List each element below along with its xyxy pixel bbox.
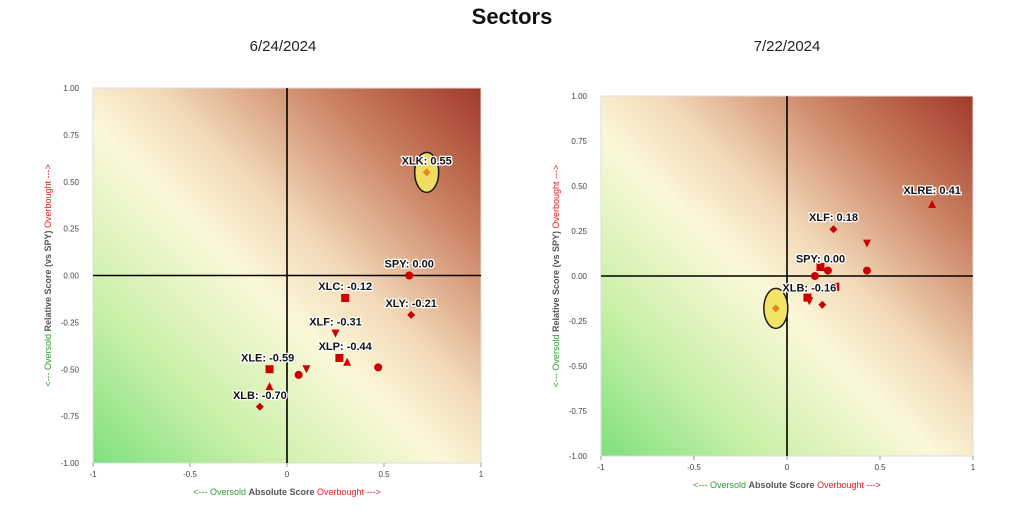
y-tick-label: 0.00 bbox=[571, 272, 587, 281]
data-point bbox=[862, 239, 871, 248]
data-point bbox=[407, 310, 416, 319]
y-tick-label: -0.50 bbox=[61, 365, 80, 374]
data-point bbox=[422, 168, 431, 177]
x-axis-label: <--- Oversold Absolute Score Overbought … bbox=[693, 480, 881, 490]
y-tick-label: 0.50 bbox=[571, 182, 587, 191]
x-tick-label: 1 bbox=[479, 470, 484, 479]
data-point bbox=[265, 365, 274, 374]
x-tick-label: 0.5 bbox=[874, 463, 886, 472]
y-tick-label: -1.00 bbox=[569, 452, 588, 461]
y-axis-center-label: Relative Score (vs SPY) bbox=[551, 228, 561, 332]
data-point bbox=[928, 200, 937, 208]
data-point bbox=[829, 225, 838, 234]
x-tick-label: 0 bbox=[785, 463, 790, 472]
data-label: XLY: -0.21 bbox=[385, 298, 436, 310]
data-point bbox=[265, 382, 274, 391]
page-title: Sectors bbox=[471, 4, 553, 29]
y-tick-label: -0.75 bbox=[569, 407, 588, 416]
data-point bbox=[862, 266, 871, 275]
y-axis-oversold-label: <--- Oversold bbox=[551, 332, 561, 387]
y-tick-label: 0.50 bbox=[63, 178, 79, 187]
data-point bbox=[816, 263, 825, 271]
x-axis-oversold-label: <--- Oversold bbox=[193, 487, 248, 497]
x-tick-label: 1 bbox=[971, 463, 976, 472]
y-tick-label: 0.25 bbox=[571, 227, 587, 236]
y-tick-label: -0.75 bbox=[61, 412, 80, 421]
data-point bbox=[335, 354, 344, 362]
y-tick-label: 0.00 bbox=[63, 272, 79, 281]
data-point bbox=[374, 363, 383, 372]
data-label: XLB: -0.70 bbox=[233, 390, 287, 402]
data-label: SPY: 0.00 bbox=[385, 259, 434, 271]
chart-subtitle-left: 6/24/2024 bbox=[249, 38, 317, 55]
x-tick-label: -0.5 bbox=[183, 470, 197, 479]
data-point bbox=[341, 294, 350, 302]
data-label: XLB: -0.16 bbox=[782, 282, 836, 294]
data-point bbox=[343, 357, 352, 366]
x-tick-label: 0 bbox=[285, 470, 290, 479]
y-tick-label: 0.75 bbox=[571, 137, 587, 146]
data-point bbox=[818, 300, 827, 309]
y-tick-label: 0.75 bbox=[63, 131, 79, 140]
data-point bbox=[831, 282, 840, 291]
y-tick-label: 0.25 bbox=[63, 225, 79, 234]
x-tick-label: 0.5 bbox=[378, 470, 390, 479]
data-label: XLRE: 0.41 bbox=[903, 185, 960, 197]
data-label: XLK: 0.55 bbox=[402, 155, 452, 167]
data-label: XLC: -0.12 bbox=[318, 281, 372, 293]
data-point bbox=[810, 272, 819, 280]
x-tick-label: -1 bbox=[89, 470, 97, 479]
data-point bbox=[331, 329, 340, 338]
y-axis-center-label: Relative Score (vs SPY) bbox=[43, 228, 53, 332]
y-tick-label: 1.00 bbox=[63, 84, 79, 93]
chart-subtitle-right: 7/22/2024 bbox=[753, 38, 821, 55]
x-axis-label: <--- Oversold Absolute Score Overbought … bbox=[193, 487, 381, 497]
data-point bbox=[823, 266, 832, 275]
x-axis-center-label: Absolute Score bbox=[748, 480, 817, 490]
y-axis-overbought-label: Overbought ---> bbox=[43, 164, 53, 228]
data-point bbox=[771, 304, 780, 313]
x-tick-label: -0.5 bbox=[687, 463, 701, 472]
y-tick-label: -0.25 bbox=[61, 318, 80, 327]
x-tick-label: -1 bbox=[597, 463, 605, 472]
data-label: XLP: -0.44 bbox=[319, 341, 373, 353]
data-label: SPY: 0.00 bbox=[796, 254, 845, 266]
y-axis-oversold-label: <--- Oversold bbox=[43, 332, 53, 387]
x-axis-overbought-label: Overbought ---> bbox=[317, 487, 381, 497]
data-label: XLF: -0.31 bbox=[309, 317, 362, 329]
data-label: XLE: -0.59 bbox=[241, 352, 294, 364]
data-point bbox=[255, 402, 264, 411]
x-axis-overbought-label: Overbought ---> bbox=[817, 480, 881, 490]
y-axis-label: <--- Oversold Relative Score (vs SPY) Ov… bbox=[551, 165, 561, 388]
y-tick-label: -0.50 bbox=[569, 362, 588, 371]
y-tick-label: -1.00 bbox=[61, 459, 80, 468]
x-axis-oversold-label: <--- Oversold bbox=[693, 480, 748, 490]
y-axis-overbought-label: Overbought ---> bbox=[551, 165, 561, 229]
x-axis-center-label: Absolute Score bbox=[248, 487, 317, 497]
data-point bbox=[405, 271, 414, 280]
data-point bbox=[805, 297, 814, 306]
scatter-chart-left: -1 -0.5 0 0.5 1-1.00-0.75-0.50-0.250.000.250… bbox=[43, 84, 484, 497]
data-point bbox=[294, 370, 303, 379]
data-point bbox=[302, 365, 311, 374]
y-tick-label: 1.00 bbox=[571, 92, 587, 101]
y-tick-label: -0.25 bbox=[569, 317, 588, 326]
data-label: XLF: 0.18 bbox=[809, 212, 858, 224]
y-axis-label: <--- Oversold Relative Score (vs SPY) Ov… bbox=[43, 164, 53, 387]
